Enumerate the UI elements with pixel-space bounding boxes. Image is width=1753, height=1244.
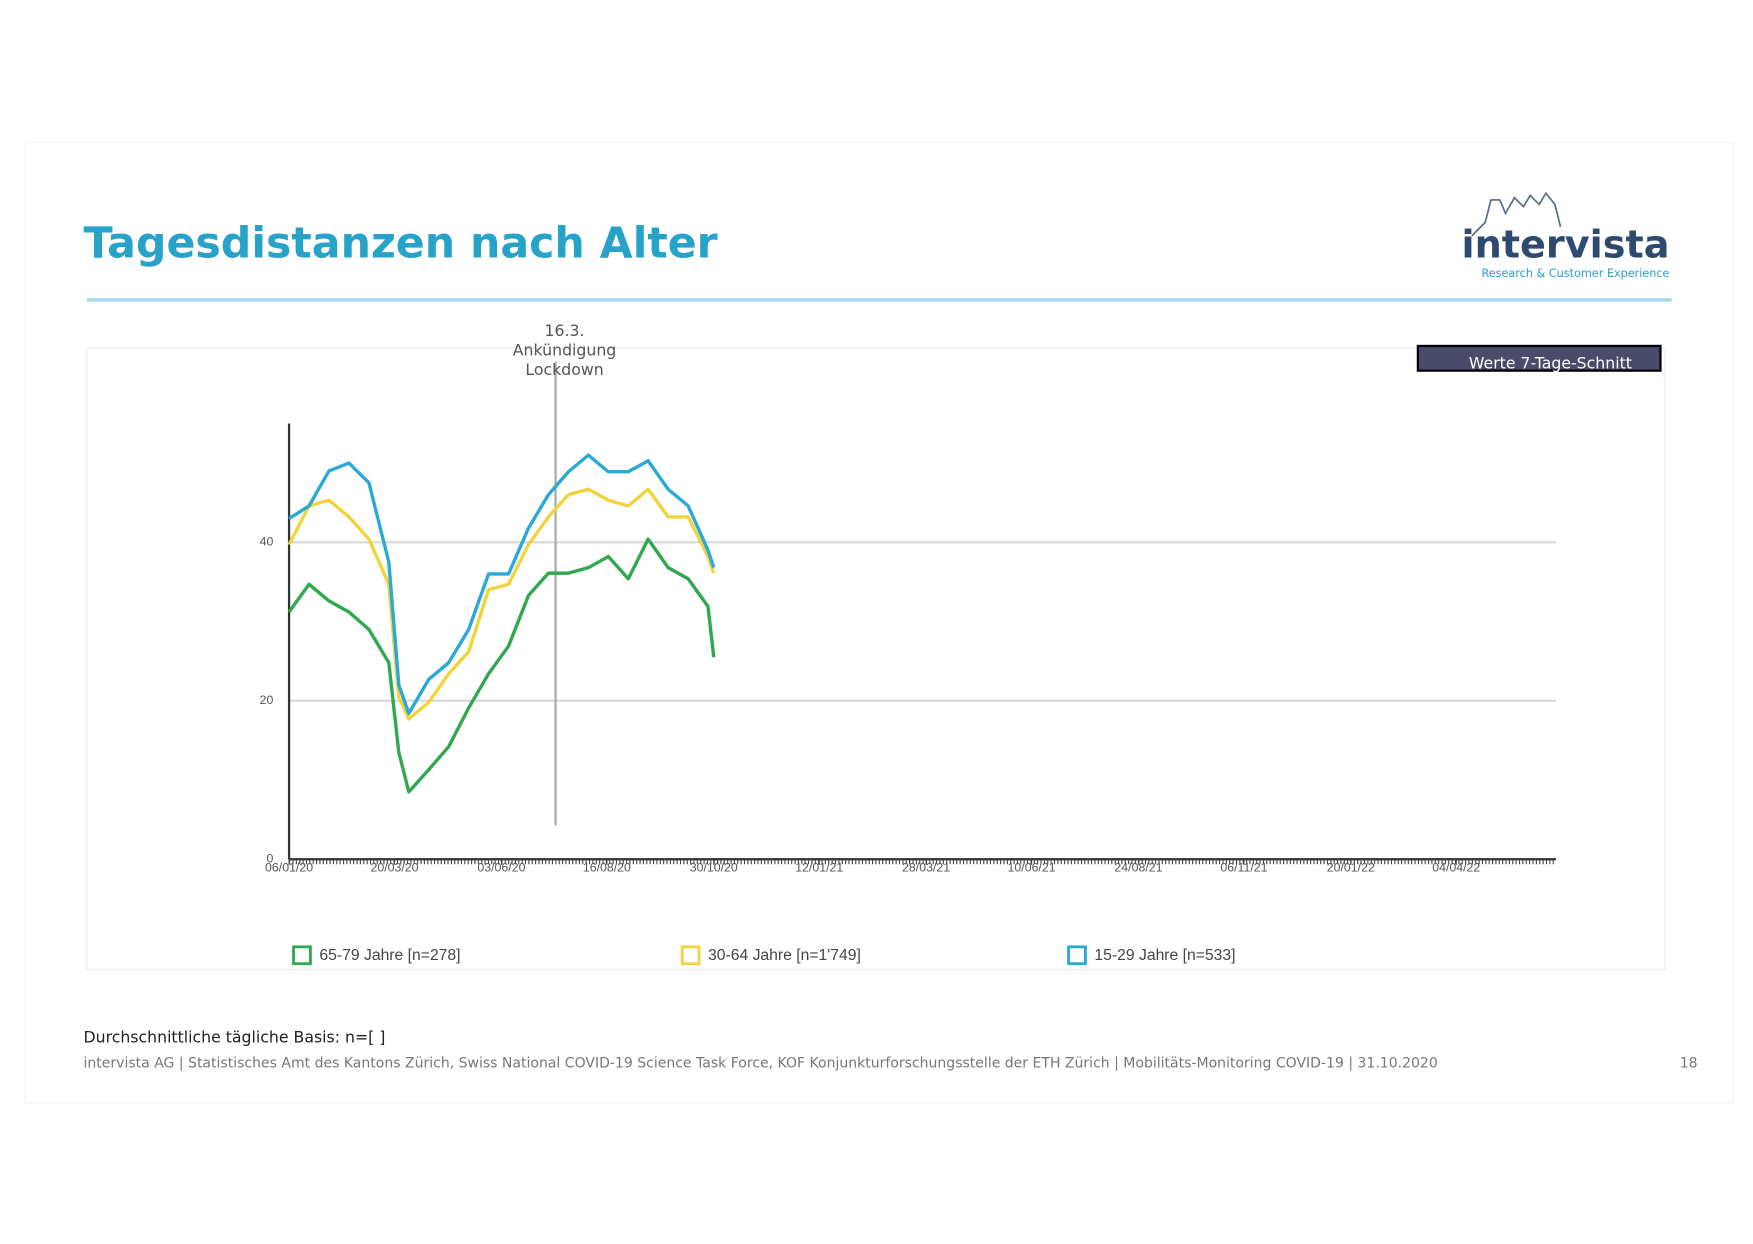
x-tick-label: 28/03/21 <box>902 860 950 874</box>
x-tick-label: 12/01/21 <box>795 860 843 874</box>
x-tick-label: 03/06/20 <box>477 860 525 874</box>
y-tick-label: 20 <box>260 693 274 707</box>
logo-figures <box>1471 191 1562 237</box>
x-tick-label: 04/04/22 <box>1432 860 1480 874</box>
series-line <box>287 487 716 721</box>
x-tick-label: 24/08/21 <box>1114 860 1162 874</box>
chart-frame <box>86 347 1666 970</box>
x-tick-label: 20/03/20 <box>371 860 419 874</box>
series-line <box>288 453 716 716</box>
slide-title: Tagesdistanzen nach Alter <box>84 218 718 268</box>
badge <box>1416 344 1662 372</box>
logo: intervista <box>1462 224 1670 268</box>
legend-swatch <box>680 945 701 966</box>
legend-label: 30-64 Jahre [n=1'749] <box>708 947 861 964</box>
annotation-text: Ankündigung <box>513 340 616 359</box>
source: intervista AG | Statistisches Amt des Ka… <box>84 1056 1438 1072</box>
badge-text: Werte 7-Tage-Schnitt <box>1469 353 1632 372</box>
legend-swatch <box>292 945 312 966</box>
legend-swatch <box>1067 945 1087 966</box>
x-tick-label: 06/11/21 <box>1220 860 1267 874</box>
annotation-text: Lockdown <box>525 360 603 379</box>
y-tick-label: 40 <box>260 535 274 549</box>
x-tick-label: 10/06/21 <box>1008 860 1056 874</box>
y-tick-label: 0 <box>266 852 273 866</box>
annotation-text: 16.3. <box>545 321 585 340</box>
footnote: Durchschnittliche tägliche Basis: n=[ ] <box>84 1027 386 1046</box>
logo-tagline: Research & Customer Experience <box>1482 267 1670 280</box>
page-number: 18 <box>1680 1056 1698 1072</box>
x-tick-label: 06/01/20 <box>265 860 313 874</box>
x-tick-label: 20/01/22 <box>1327 860 1375 874</box>
legend-label: 15-29 Jahre [n=533] <box>1094 947 1235 964</box>
series-line <box>287 537 716 794</box>
x-tick-label: 16/08/20 <box>583 860 631 874</box>
legend-label: 65-79 Jahre [n=278] <box>319 947 460 964</box>
x-tick-label: 30/10/20 <box>690 860 738 874</box>
